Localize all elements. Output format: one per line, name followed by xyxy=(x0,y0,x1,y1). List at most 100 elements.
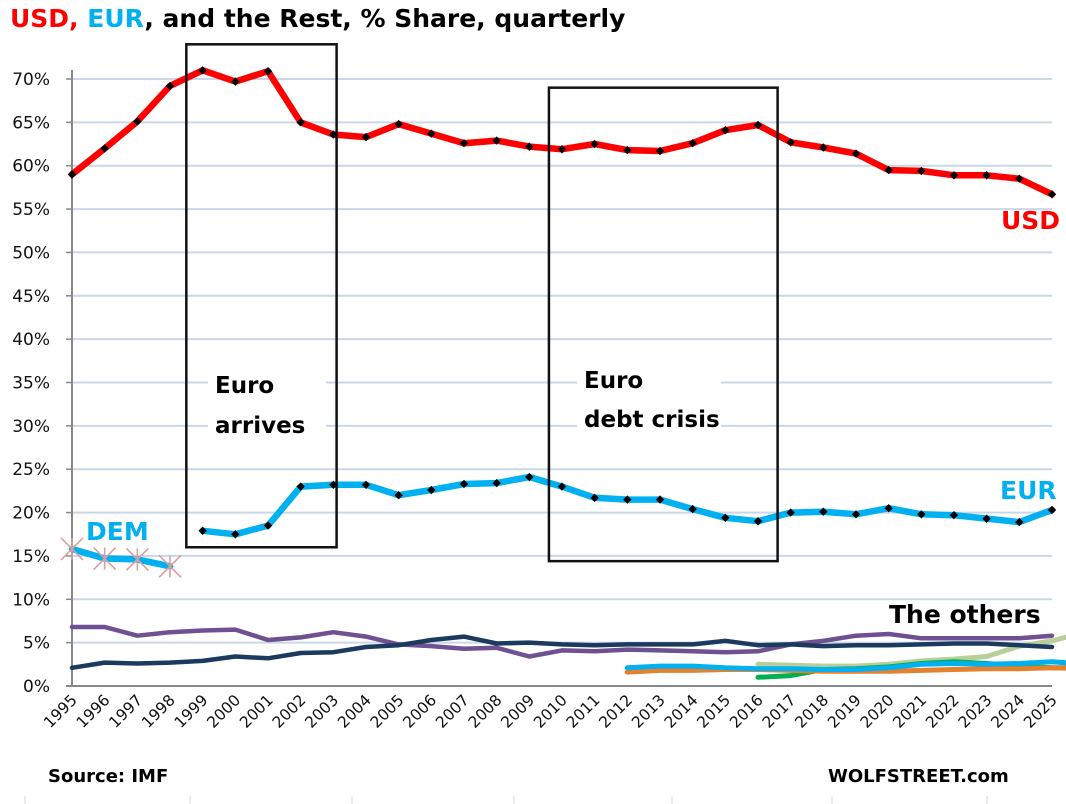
data-point-usd xyxy=(917,166,926,176)
data-point-usd xyxy=(133,117,142,126)
x-tick-label: 2022 xyxy=(922,691,963,732)
chart-title: USD, EUR, and the Rest, % Share, quarter… xyxy=(10,4,625,33)
data-point-eur xyxy=(427,485,436,495)
data-point-usd xyxy=(623,145,632,155)
x-tick-label: 2017 xyxy=(759,691,800,732)
x-tick-label: 1999 xyxy=(171,691,212,732)
data-point-eur xyxy=(1047,505,1057,515)
title-eur: EUR xyxy=(79,4,145,33)
y-tick-label: 15% xyxy=(12,547,50,567)
x-tick-label: 2010 xyxy=(530,691,571,732)
x-tick-label: 2013 xyxy=(628,691,669,732)
data-point-usd xyxy=(819,143,828,152)
data-point-usd xyxy=(394,119,403,129)
data-point-usd xyxy=(67,170,77,179)
annotation-box-euro-arrives xyxy=(185,43,338,549)
data-point-eur xyxy=(329,480,338,490)
label-the-others: The others xyxy=(889,600,1041,629)
data-point-eur xyxy=(492,478,501,488)
x-tick-label: 1996 xyxy=(73,691,114,732)
annotation-euro-debt-crisis-line1: Euro xyxy=(584,368,643,394)
annotation-euro-arrives-line2: arrives xyxy=(215,413,305,439)
x-tick-label: 2011 xyxy=(563,691,604,732)
data-point-eur xyxy=(525,472,534,482)
data-point-usd xyxy=(427,129,436,138)
series-markers xyxy=(60,66,1057,578)
y-tick-label: 55% xyxy=(12,200,50,220)
annotation-boxes xyxy=(185,43,779,563)
data-point-eur xyxy=(394,491,403,500)
data-point-usd xyxy=(688,138,697,148)
data-point-usd xyxy=(982,171,991,180)
gridlines xyxy=(72,78,1052,644)
data-point-usd xyxy=(263,66,273,76)
data-point-eur xyxy=(786,508,795,517)
data-point-usd xyxy=(1015,174,1024,183)
data-point-eur xyxy=(198,526,207,535)
y-tick-label: 5% xyxy=(23,634,50,654)
data-point-eur xyxy=(557,482,567,491)
y-tick-label: 70% xyxy=(12,70,50,90)
data-point-usd xyxy=(949,171,959,180)
data-point-eur xyxy=(721,513,730,522)
x-tick-label: 1997 xyxy=(106,691,147,732)
series-line-cad xyxy=(624,659,1066,672)
x-tick-label: 2023 xyxy=(955,691,996,732)
data-point-usd xyxy=(165,81,175,91)
data-point-dem xyxy=(93,546,117,571)
y-tick-label: 35% xyxy=(12,374,50,394)
data-point-eur xyxy=(819,507,828,516)
title-usd: USD, xyxy=(10,4,79,33)
x-tick-label: 2020 xyxy=(857,691,898,732)
watermark: WOLFSTREET.com xyxy=(828,766,1009,787)
annotation-label-bg xyxy=(208,366,326,442)
label-dem: DEM xyxy=(86,517,149,546)
data-point-usd xyxy=(329,130,338,139)
x-tick-label: 2002 xyxy=(269,691,310,732)
data-point-eur xyxy=(361,480,371,490)
y-tick-label: 60% xyxy=(12,157,50,177)
y-tick-label: 20% xyxy=(12,504,50,524)
data-point-usd xyxy=(884,165,893,175)
data-point-usd xyxy=(721,125,730,135)
data-point-usd xyxy=(361,132,371,142)
label-usd: USD xyxy=(1001,206,1060,235)
data-point-dem xyxy=(158,554,182,578)
source-note: Source: IMF xyxy=(48,766,168,787)
data-point-usd xyxy=(655,146,665,156)
x-tick-label: 1998 xyxy=(138,691,179,732)
y-tick-label: 0% xyxy=(23,677,50,697)
annotation-euro-arrives-line1: Euro xyxy=(215,373,274,399)
x-tick-label: 2015 xyxy=(694,691,735,732)
y-tick-label: 40% xyxy=(12,330,50,350)
y-tick-label: 10% xyxy=(12,590,50,610)
y-tick-label: 45% xyxy=(12,287,50,307)
label-eur: EUR xyxy=(1000,476,1057,505)
x-tick-label: 2021 xyxy=(890,691,931,732)
data-point-usd xyxy=(525,142,534,151)
x-tick-label: 2014 xyxy=(661,691,702,732)
x-tick-label: 2006 xyxy=(400,691,441,732)
x-tick-label: 2025 xyxy=(1020,691,1061,732)
title-rest: , and the Rest, % Share, quarterly xyxy=(144,4,625,33)
y-tick-label: 50% xyxy=(12,243,50,263)
x-tick-label: 2019 xyxy=(824,691,865,732)
data-point-eur xyxy=(296,482,305,491)
data-point-eur xyxy=(753,517,763,526)
x-tick-label: 2008 xyxy=(465,691,506,732)
data-point-usd xyxy=(590,139,599,149)
x-tick-label: 2001 xyxy=(236,691,277,732)
data-point-usd xyxy=(296,118,305,127)
data-point-eur xyxy=(982,514,991,523)
x-tick-label: 2007 xyxy=(432,691,473,732)
x-tick-label: 1995 xyxy=(40,691,81,732)
y-tick-label: 30% xyxy=(12,417,50,437)
data-point-usd xyxy=(557,145,567,154)
series-line-gbp xyxy=(69,634,1055,671)
x-tick-label: 2005 xyxy=(367,691,408,732)
data-point-eur xyxy=(851,510,861,519)
x-axis: 1995199619971998199920002001200220032004… xyxy=(40,685,1061,732)
y-tick-label: 25% xyxy=(12,460,50,480)
x-tick-label: 2024 xyxy=(988,691,1029,732)
